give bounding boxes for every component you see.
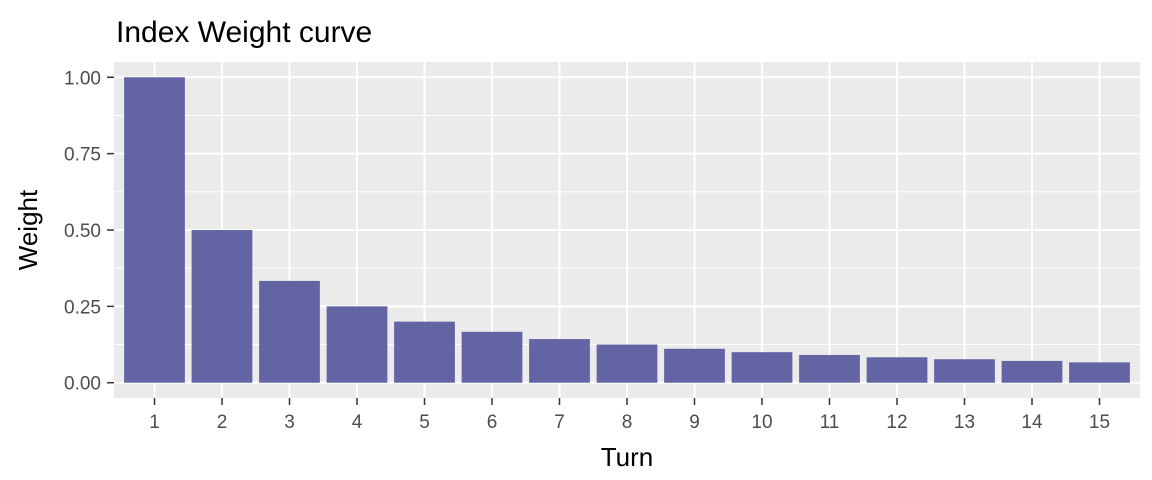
chart-title: Index Weight curve [116,16,372,49]
bar-2 [191,230,253,383]
bar-1 [124,77,185,383]
y-tick-label: 0.50 [64,221,101,242]
bar-3 [259,280,320,383]
x-tick-label: 13 [954,412,975,433]
x-tick-label: 12 [886,412,907,433]
x-tick-label: 14 [1021,412,1043,433]
bar-10 [731,352,793,383]
x-tick-label: 4 [352,412,363,433]
bars [124,77,1130,383]
bar-7 [529,339,590,383]
y-axis-title: Weight [13,189,43,270]
x-tick-label: 1 [149,412,160,433]
y-tick-label: 1.00 [64,68,101,89]
x-tick-label: 11 [820,412,840,433]
x-axis-title: Turn [601,442,654,472]
x-tick-label: 5 [419,412,430,433]
y-tick-label: 0.25 [64,297,101,318]
x-tick-label: 7 [554,412,565,433]
x-tick-label: 9 [689,412,700,433]
y-tick-label: 0.75 [64,145,101,166]
bar-6 [461,331,523,383]
x-axis: 1 2 3 4 5 6 7 8 9 10 11 12 13 14 15 [149,398,1110,433]
y-axis: 0.00 0.25 0.50 0.75 1.00 [64,68,114,395]
x-tick-label: 8 [622,412,633,433]
bar-5 [394,321,455,383]
bar-8 [596,344,658,383]
x-tick-label: 15 [1089,412,1110,433]
x-tick-label: 10 [751,412,772,433]
y-tick-label: 0.00 [64,374,101,395]
bar-9 [664,348,725,383]
bar-15 [1069,362,1130,383]
bar-4 [326,306,388,383]
bar-11 [799,354,860,383]
bar-14 [1001,360,1063,383]
bar-12 [866,357,928,383]
x-tick-label: 6 [487,412,498,433]
x-tick-label: 3 [284,412,295,433]
bar-13 [934,359,995,383]
x-tick-label: 2 [217,412,228,433]
